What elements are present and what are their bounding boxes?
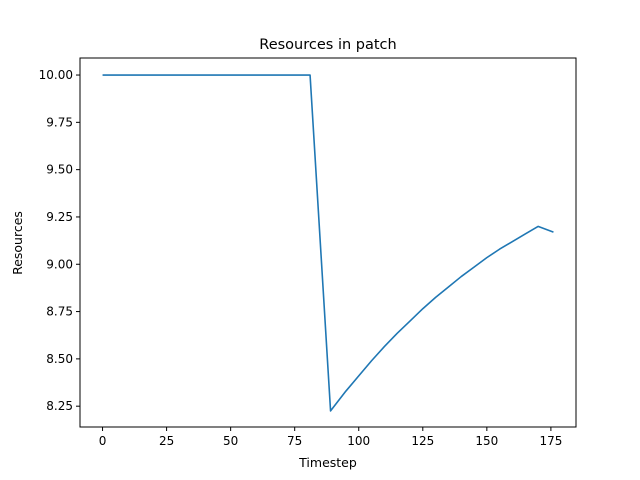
y-tick-label: 9.00 — [46, 257, 73, 271]
x-tick-label: 150 — [475, 434, 498, 448]
y-tick-label: 8.25 — [46, 399, 73, 413]
x-tick-label: 75 — [287, 434, 302, 448]
y-axis: 8.25 8.50 8.75 9.00 9.25 9.50 9.75 10.00 — [39, 68, 80, 413]
y-tick-label: 9.25 — [46, 210, 73, 224]
chart-title: Resources in patch — [259, 37, 396, 53]
y-tick-label: 9.50 — [46, 163, 73, 177]
x-tick-label: 25 — [159, 434, 174, 448]
y-axis-label: Resources — [10, 211, 25, 275]
x-tick-label: 50 — [223, 434, 238, 448]
x-tick-label: 125 — [411, 434, 434, 448]
plot-area — [102, 74, 554, 412]
x-axis-label: Timestep — [298, 455, 357, 470]
plot-frame — [79, 57, 577, 428]
y-tick-label: 10.00 — [39, 68, 73, 82]
x-tick-label: 0 — [99, 434, 107, 448]
x-axis: 0 25 50 75 100 125 150 175 — [99, 427, 562, 448]
x-tick-label: 175 — [539, 434, 562, 448]
y-tick-label: 8.50 — [46, 352, 73, 366]
series-line — [102, 74, 554, 412]
x-tick-label: 100 — [347, 434, 370, 448]
y-tick-label: 9.75 — [46, 115, 73, 129]
y-tick-label: 8.75 — [46, 305, 73, 319]
